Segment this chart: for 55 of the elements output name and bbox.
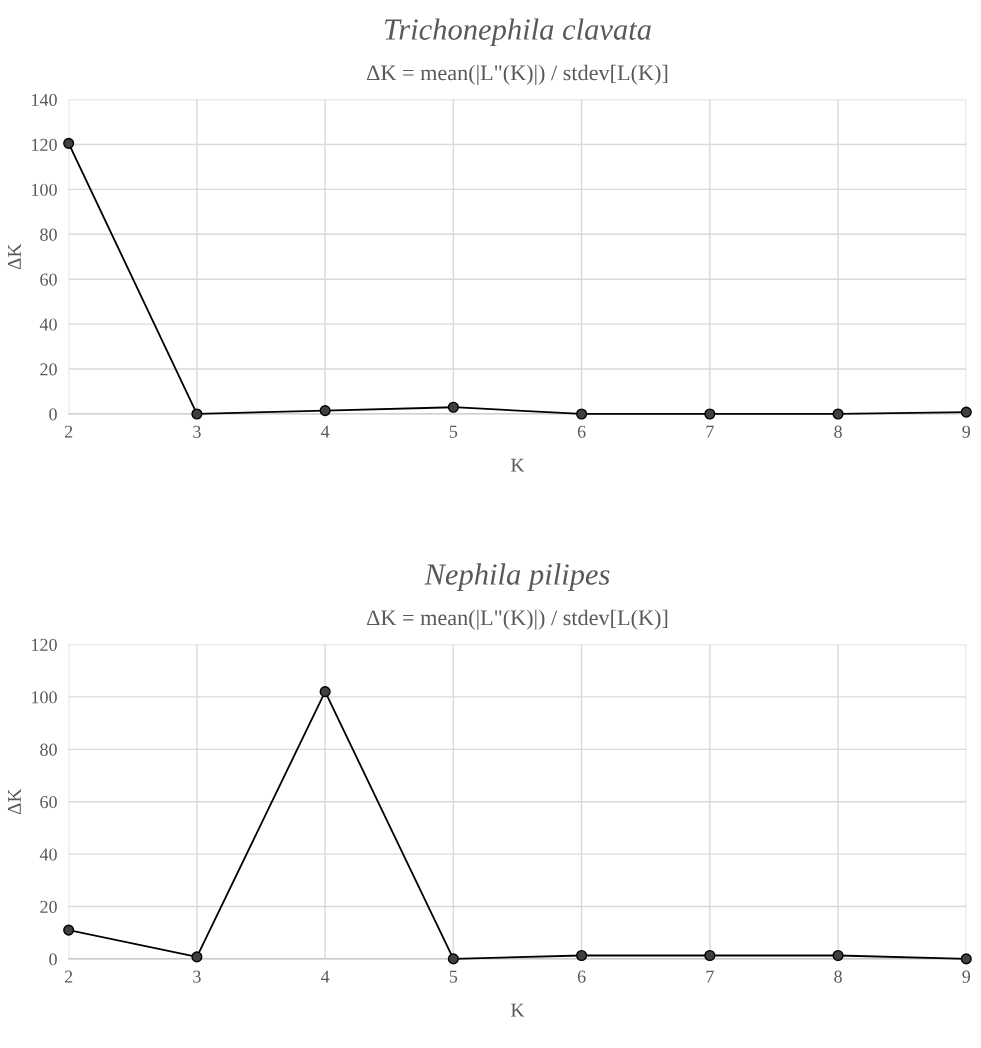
x-axis-title: K (511, 1003, 525, 1017)
x-axis-title: K (511, 458, 525, 472)
y-tick-label: 80 (40, 743, 57, 756)
chart-subtitle: ΔK = mean(|L"(K)|) / stdev[L(K)] (366, 609, 668, 630)
y-tick-label: 80 (40, 228, 57, 241)
chart-title: Trichonephila clavata (384, 18, 651, 47)
point (576, 408, 588, 420)
point (960, 406, 972, 418)
y-axis-title: ΔK (7, 788, 21, 815)
x-tick-label: 5 (449, 425, 458, 438)
y-tick-label: 20 (40, 900, 57, 913)
x-tick-label: 7 (706, 970, 714, 983)
x-tick-label: 8 (834, 425, 842, 438)
point (447, 953, 459, 965)
y-axis-title: ΔK (7, 243, 21, 270)
y-tick-label: 120 (32, 138, 57, 151)
x-tick-label: 6 (577, 970, 586, 983)
y-tick-label: 20 (40, 363, 57, 376)
x-tick-label: 3 (193, 970, 201, 983)
point (319, 686, 331, 698)
point (832, 949, 844, 962)
x-tick-label: 6 (577, 425, 586, 438)
point (960, 953, 972, 965)
point (191, 951, 203, 963)
point (319, 405, 331, 417)
y-tick-label: 100 (32, 183, 57, 196)
x-tick-label: 7 (706, 425, 714, 438)
point (63, 137, 75, 149)
x-tick-label: 9 (962, 970, 971, 983)
point (576, 949, 588, 962)
y-tick-label: 40 (39, 848, 57, 861)
y-tick-label: 0 (49, 408, 57, 421)
point (704, 408, 716, 420)
x-tick-label: 8 (834, 970, 842, 983)
x-tick-label: 2 (64, 970, 73, 983)
x-tick-label: 2 (64, 425, 73, 438)
x-tick-label: 4 (320, 425, 330, 438)
chart-title: Nephila pilipes (424, 563, 610, 592)
y-tick-label: 140 (32, 93, 57, 106)
y-tick-label: 60 (40, 273, 57, 286)
point (832, 408, 844, 420)
y-tick-label: 100 (32, 691, 57, 704)
y-tick-label: 0 (49, 953, 57, 966)
point (63, 924, 75, 936)
chart-subtitle: ΔK = mean(|L"(K)|) / stdev[L(K)] (366, 64, 668, 85)
point (191, 408, 203, 420)
x-tick-label: 5 (449, 970, 458, 983)
x-tick-label: 4 (320, 970, 330, 983)
point (704, 949, 716, 962)
y-tick-label: 60 (40, 795, 57, 809)
y-tick-label: 40 (39, 318, 57, 331)
x-tick-label: 3 (193, 425, 201, 438)
x-tick-label: 9 (962, 425, 971, 438)
point (447, 401, 459, 413)
y-tick-label: 120 (32, 638, 57, 651)
